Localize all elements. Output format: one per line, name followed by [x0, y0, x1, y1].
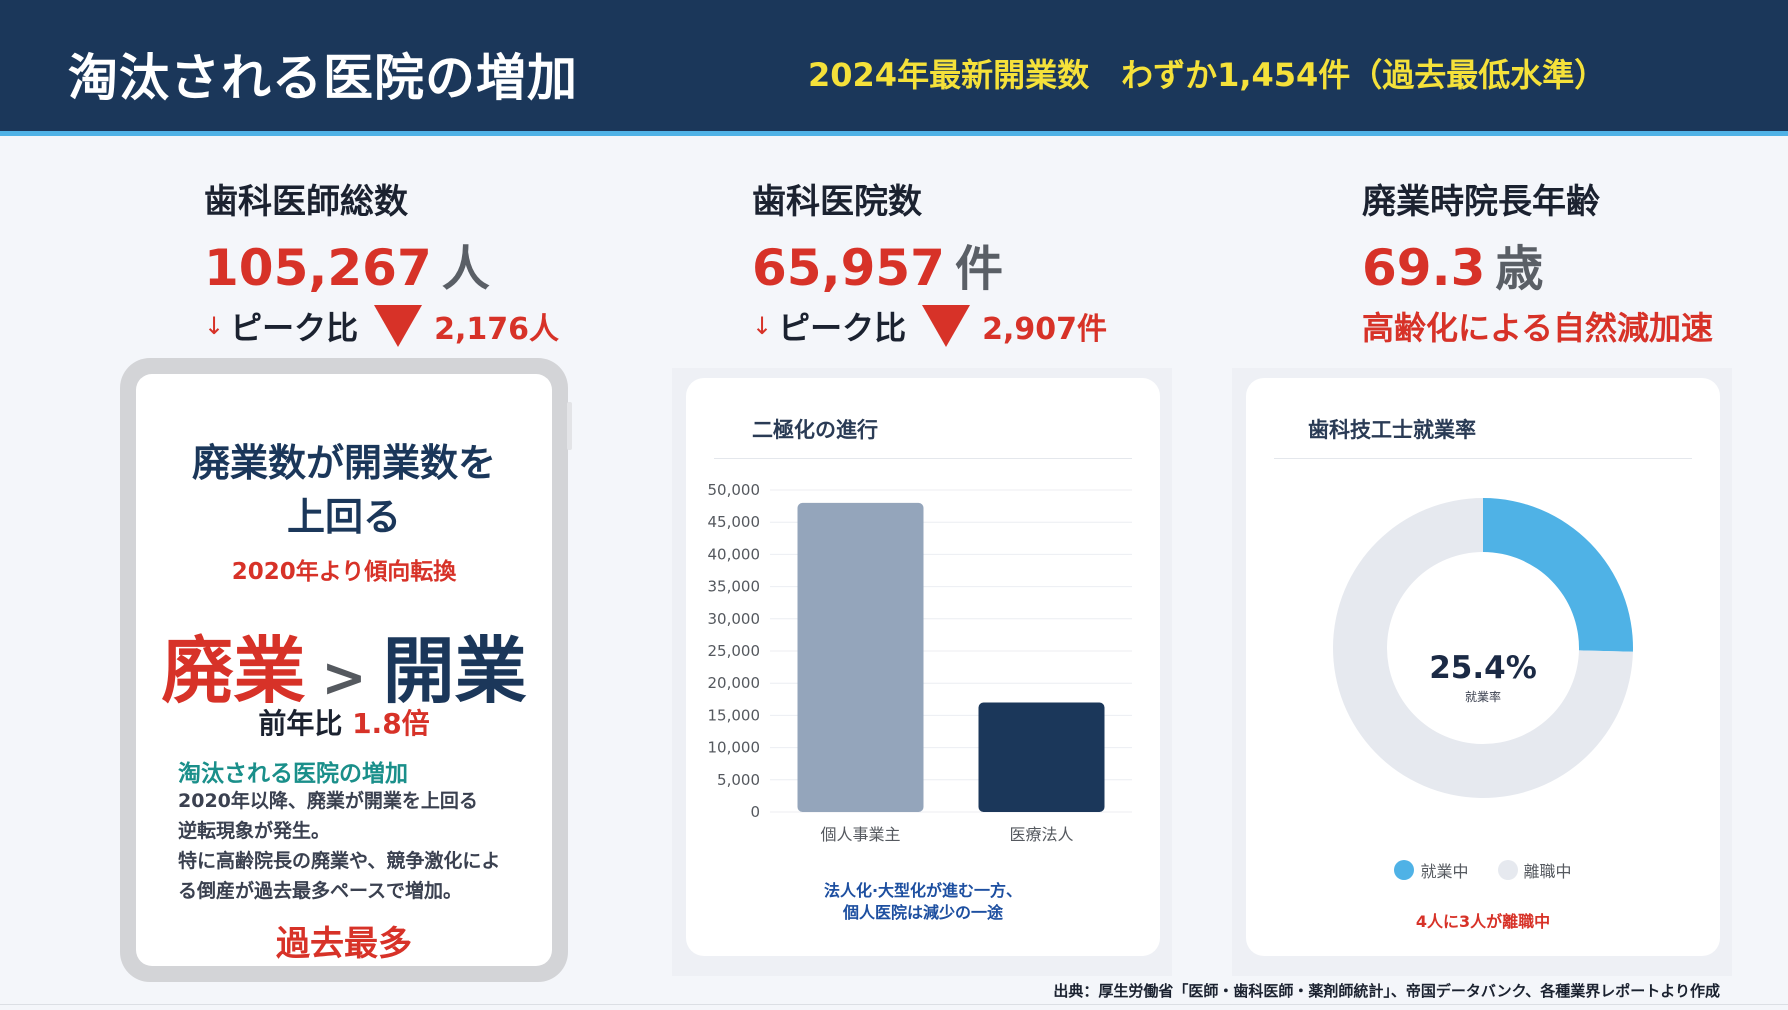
header-subtitle: 2024年最新開業数 わずか1,454件（過去最低水準）: [808, 56, 1607, 94]
greater-than-sign: >: [321, 646, 367, 709]
donut-slice-employed: [1483, 498, 1633, 652]
closure-word: 廃業: [161, 629, 306, 713]
donut-chart-card: 歯科技工士就業率 25.4% 就業率 就業中 離職中 4人に3人が離職中: [1246, 378, 1720, 956]
red-triangle-down-icon: [374, 305, 423, 347]
opening-word: 開業: [382, 629, 527, 713]
bar-note-line: 個人医院は減少の一途: [842, 903, 1003, 922]
bar-chart-note: 法人化·大型化が進む一方、 個人医院は減少の一途: [686, 880, 1160, 924]
down-arrow-icon: ↓: [752, 312, 773, 340]
record-high: 過去最多: [276, 924, 412, 964]
legend-dot-left: [1497, 860, 1518, 880]
tablet-subheading: 淘汰される医院の増加: [178, 761, 408, 787]
kpi-sub-label: ピーク比: [778, 309, 907, 347]
kpi-note: 高齢化による自然減加速: [1362, 309, 1714, 347]
page-title: 淘汰される医院の増加: [68, 49, 578, 107]
tablet-title: 廃業数が開業数を 上回る: [136, 436, 552, 544]
tablet-side-button: [567, 402, 572, 450]
x-tick-label: 個人事業主: [820, 825, 900, 844]
tablet-frame: 廃業数が開業数を 上回る 2020年より傾向転換 廃業 > 開業 前年比 1.8倍 …: [120, 358, 572, 982]
header-banner: 淘汰される医院の増加 2024年最新開業数 わずか1,454件（過去最低水準）: [0, 0, 1788, 136]
bar-individual: [797, 502, 924, 812]
donut-center-label: 就業率: [1464, 690, 1501, 704]
kpi-clinics: 歯科医院数 65,957 件 ↓ ピーク比 2,907件: [752, 174, 1107, 349]
legend-item-employed: 就業中: [1394, 858, 1468, 882]
y-tick-label: 20,000: [708, 674, 761, 692]
y-tick-label: 40,000: [708, 545, 761, 563]
yoy-ratio: 前年比 1.8倍: [136, 702, 552, 742]
source-citation: 出典：厚生労働省「医師・歯科医師・薬剤師統計」、帝国データバンク、各種業界レポー…: [1053, 982, 1720, 1000]
donut-slice-left: [1333, 498, 1633, 798]
y-tick-label: 0: [750, 803, 760, 821]
bar-chart: 0 5,000 10,000 15,000 20,000 25,000 30,000 35,0…: [708, 481, 1132, 844]
x-tick-label: 医療法人: [1009, 825, 1073, 844]
kpi-unit: 人: [441, 241, 490, 297]
donut-note: 4人に3人が離職中: [1415, 912, 1551, 931]
tablet-body-line: 2020年以降、廃業が開業を上回る: [178, 790, 478, 812]
tablet-body-line: 特に高齢院長の廃業や、競争激化によ: [178, 850, 501, 872]
kpi-label: 歯科医院数: [752, 182, 922, 222]
y-tick-label: 10,000: [708, 739, 761, 757]
kpi-label: 廃業時院長年齢: [1362, 182, 1600, 222]
bar-note-line: 法人化·大型化が進む一方、: [823, 881, 1023, 900]
kpi-unit: 歳: [1495, 241, 1544, 297]
y-tick-label: 30,000: [708, 610, 761, 628]
y-tick-label: 25,000: [708, 642, 761, 660]
y-tick-label: 5,000: [717, 771, 760, 789]
red-triangle-down-icon: [922, 305, 971, 347]
kpi-closure-age: 廃業時院長年齢 69.3 歳 高齢化による自然減加速: [1362, 174, 1713, 349]
y-tick-label: 50,000: [708, 481, 761, 499]
kpi-dentists: 歯科医師総数 105,267 人 ↓ ピーク比 2,176人: [204, 174, 559, 349]
kpi-unit: 件: [954, 241, 1003, 297]
kpi-number: 69.3: [1362, 239, 1486, 297]
kpi-value-row: 69.3 歳: [1362, 229, 1713, 299]
legend-label: 離職中: [1523, 862, 1572, 881]
kpi-label: 歯科医師総数: [204, 182, 408, 222]
bar-chart-title: 二極化の進行: [752, 418, 878, 442]
donut-center: 25.4% 就業率: [1246, 650, 1720, 705]
closure-vs-opening: 廃業 > 開業: [136, 612, 552, 717]
donut-legend: 就業中 離職中: [1246, 858, 1720, 884]
tablet-body: 2020年以降、廃業が開業を上回る 逆転現象が発生。 特に高齢院長の廃業や、競争…: [178, 786, 534, 906]
legend-dot-employed: [1394, 860, 1415, 880]
donut-chart: [1333, 498, 1633, 798]
tablet-title-line2: 上回る: [286, 495, 401, 539]
y-tick-label: 35,000: [708, 578, 761, 596]
kpi-value-row: 65,957 件: [752, 229, 1107, 299]
kpi-value-row: 105,267 人: [204, 229, 559, 299]
card-divider: [714, 458, 1132, 459]
tablet-screen: 廃業数が開業数を 上回る 2020年より傾向転換 廃業 > 開業 前年比 1.8倍 …: [136, 374, 552, 966]
legend-item-left: 離職中: [1497, 858, 1572, 882]
footer-divider: [0, 1004, 1788, 1005]
down-arrow-icon: ↓: [204, 312, 225, 340]
bar-corporation: [978, 702, 1105, 812]
tablet-title-line1: 廃業数が開業数を: [191, 441, 496, 485]
tablet-body-line: 逆転現象が発生。: [178, 820, 331, 842]
y-tick-label: 45,000: [708, 513, 761, 531]
kpi-sub-row: ↓ ピーク比 2,907件: [752, 303, 1107, 349]
yoy-value: 1.8倍: [352, 707, 430, 740]
kpi-delta: 2,907件: [982, 312, 1108, 347]
kpi-number: 105,267: [204, 239, 432, 297]
tablet-body-line: る倒産が過去最多ペースで増加。: [178, 880, 463, 902]
legend-label: 就業中: [1420, 862, 1469, 881]
kpi-sub-row: ↓ ピーク比 2,176人: [204, 303, 559, 349]
kpi-sub-label: ピーク比: [230, 309, 359, 347]
trend-since: 2020年より傾向転換: [231, 559, 457, 585]
card-divider: [1274, 458, 1692, 459]
kpi-delta: 2,176人: [434, 312, 560, 347]
donut-center-value: 25.4%: [1429, 650, 1537, 686]
kpi-number: 65,957: [752, 239, 945, 297]
y-tick-label: 15,000: [708, 706, 761, 724]
bar-chart-card: 二極化の進行 0 5,000 10,000 15,000 20,000 25,000 30,…: [686, 378, 1160, 956]
yoy-label: 前年比: [258, 707, 343, 740]
donut-chart-title: 歯科技工士就業率: [1308, 418, 1476, 442]
